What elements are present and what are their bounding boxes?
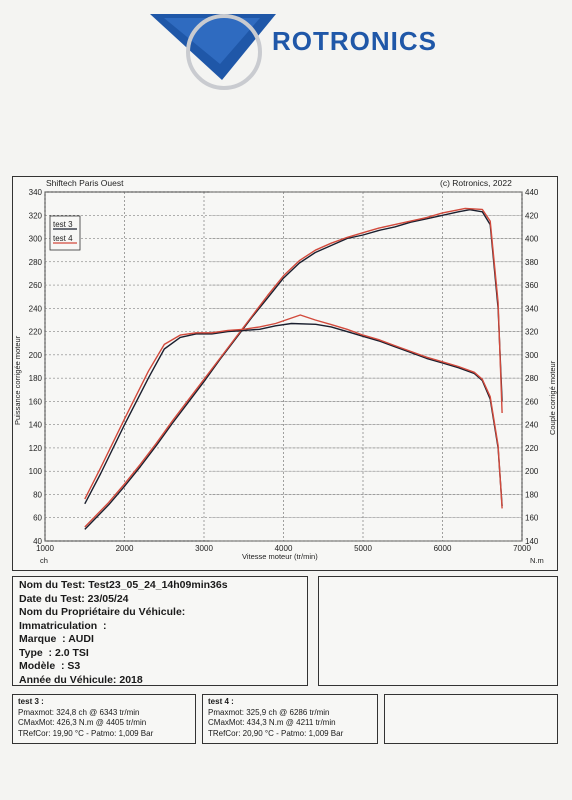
y-tick-label-right: 220 xyxy=(525,444,539,453)
y-tick-label-right: 280 xyxy=(525,374,539,383)
legend-label-test3: test 3 xyxy=(53,220,73,229)
chart-legend: test 3 test 4 xyxy=(49,215,81,251)
y-tick-label-right: 180 xyxy=(525,490,539,499)
results-title: test 3 : xyxy=(18,697,44,706)
y-tick-label-right: 240 xyxy=(525,421,539,430)
y-axis-label-right: Couple corrigé moteur xyxy=(548,360,557,435)
test-name: Nom du Test: Test23_05_24_14h09min36s xyxy=(19,579,228,591)
x-unit-left: ch xyxy=(40,556,48,565)
y-tick-label-right: 340 xyxy=(525,304,539,313)
y-tick-label-left: 240 xyxy=(29,304,43,313)
y-tick-label-right: 380 xyxy=(525,258,539,267)
y-axis-label-left: Puissance corrigée moteur xyxy=(13,335,22,425)
legend-box xyxy=(49,215,81,251)
notes-panel xyxy=(318,576,558,686)
owner-name: Nom du Propriétaire du Véhicule: xyxy=(19,606,186,618)
y-tick-label-left: 60 xyxy=(33,514,42,523)
registration: Immatriculation : xyxy=(19,619,107,632)
copyright: (c) Rotronics, 2022 xyxy=(440,178,512,188)
y-tick-label-left: 120 xyxy=(29,444,43,453)
y-tick-label-right: 360 xyxy=(525,281,539,290)
vehicle-make: Marque : AUDI xyxy=(19,633,94,645)
results-test4: test 4 : Pmaxmot: 325,9 ch @ 6286 tr/min… xyxy=(202,694,378,744)
y-tick-label-right: 260 xyxy=(525,397,539,406)
legend-label-test4: test 4 xyxy=(53,234,73,243)
results-title: test 4 : xyxy=(208,697,234,706)
chart-frame xyxy=(12,176,558,571)
x-tick-label: 5000 xyxy=(354,544,372,553)
y-tick-label-left: 320 xyxy=(29,211,43,220)
y-tick-label-left: 140 xyxy=(29,421,43,430)
x-tick-label: 4000 xyxy=(275,544,293,553)
vehicle-model: Modèle : S3 xyxy=(19,660,81,672)
max-torque: CMaxMot: 434,3 N.m @ 4211 tr/min xyxy=(208,718,336,727)
y-tick-label-right: 200 xyxy=(525,467,539,476)
x-tick-label: 7000 xyxy=(513,544,531,553)
series-line-test3-torque xyxy=(84,322,503,507)
x-tick-label: 6000 xyxy=(434,544,452,553)
y-tick-label-left: 180 xyxy=(29,374,43,383)
chart-ticks: 1000 2000 3000 4000 5000 6000 7000 40 60 80 100 120… xyxy=(29,188,539,553)
y-tick-label-right: 320 xyxy=(525,328,539,337)
brand-name: ROTRONICS xyxy=(272,26,437,56)
y-tick-label-left: 100 xyxy=(29,467,43,476)
y-tick-label-right: 160 xyxy=(525,514,539,523)
y-tick-label-right: 140 xyxy=(525,537,539,546)
y-tick-label-right: 300 xyxy=(525,351,539,360)
test-date: Date du Test: 23/05/24 xyxy=(19,592,129,605)
x-tick-label: 1000 xyxy=(36,544,54,553)
vehicle-year: Année du Véhicule: 2018 xyxy=(19,673,143,686)
x-axis-label: Vitesse moteur (tr/min) xyxy=(242,552,318,561)
x-unit-right: N.m xyxy=(530,556,544,565)
series-line-test4-torque xyxy=(84,314,503,509)
x-tick-label: 2000 xyxy=(116,544,134,553)
max-power: Pmaxmot: 324,8 ch @ 6343 tr/min xyxy=(18,707,140,717)
chart-grid xyxy=(44,191,523,542)
y-tick-label-left: 40 xyxy=(33,537,42,546)
y-tick-label-left: 200 xyxy=(29,351,43,360)
y-tick-label-left: 80 xyxy=(33,490,42,499)
y-tick-label-left: 340 xyxy=(29,188,43,197)
conditions: TRefCor: 20,90 °C - Patmo: 1,009 Bar xyxy=(208,728,344,738)
max-power: Pmaxmot: 325,9 ch @ 6286 tr/min xyxy=(208,707,330,717)
y-tick-label-right: 440 xyxy=(525,188,539,197)
x-tick-label: 3000 xyxy=(195,544,213,553)
chart-series xyxy=(84,207,503,530)
conditions: TRefCor: 19,90 °C - Patmo: 1,009 Bar xyxy=(18,728,154,738)
vehicle-info-panel: Nom du Test: Test23_05_24_14h09min36s Da… xyxy=(12,576,308,686)
y-tick-label-right: 420 xyxy=(525,211,539,220)
results-test3: test 3 : Pmaxmot: 324,8 ch @ 6343 tr/min… xyxy=(12,694,196,744)
max-torque: CMaxMot: 426,3 N.m @ 4405 tr/min xyxy=(18,718,147,727)
shop-name: Shiftech Paris Ouest xyxy=(46,178,124,188)
series-line-test4-power xyxy=(84,207,503,528)
vehicle-type: Type : 2.0 TSI xyxy=(19,646,89,659)
rotronics-logo xyxy=(150,14,276,90)
y-tick-label-left: 280 xyxy=(29,258,43,267)
y-tick-label-left: 260 xyxy=(29,281,43,290)
results-empty-panel xyxy=(384,694,558,744)
y-tick-label-right: 400 xyxy=(525,235,539,244)
y-tick-label-left: 220 xyxy=(29,328,43,337)
series-line-test3-power xyxy=(84,209,503,530)
y-tick-label-left: 160 xyxy=(29,397,43,406)
y-tick-label-left: 300 xyxy=(29,235,43,244)
